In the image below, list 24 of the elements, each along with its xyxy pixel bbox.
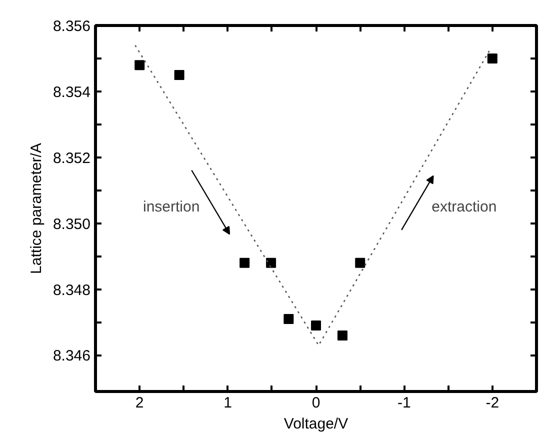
point: [487, 53, 498, 64]
point: [174, 70, 184, 80]
x-axis-title: Voltage/V: [284, 416, 348, 432]
x-tick-label: -1: [398, 394, 411, 412]
y-tick-label: 8.350: [52, 216, 91, 233]
annotation: insertion: [143, 198, 200, 216]
point: [240, 258, 250, 268]
annotation: extraction: [432, 198, 497, 216]
x-tick-label: 0: [312, 394, 320, 412]
y-tick-label: 8.354: [52, 84, 91, 101]
point: [134, 60, 145, 70]
point: [355, 258, 366, 268]
y-tick-label: 8.346: [52, 348, 91, 365]
y-tick-label: 8.352: [52, 150, 91, 167]
y-axis-title: Lattice parameter/A: [28, 143, 45, 274]
point: [284, 314, 294, 324]
point: [266, 258, 276, 268]
x-tick-label: 2: [135, 394, 144, 412]
x-tick-label: 1: [224, 394, 232, 412]
point: [311, 320, 321, 331]
x-tick-label: -2: [486, 394, 500, 412]
y-tick-label: 8.348: [52, 282, 91, 299]
y-tick-label: 8.356: [52, 18, 91, 35]
point: [337, 330, 348, 340]
